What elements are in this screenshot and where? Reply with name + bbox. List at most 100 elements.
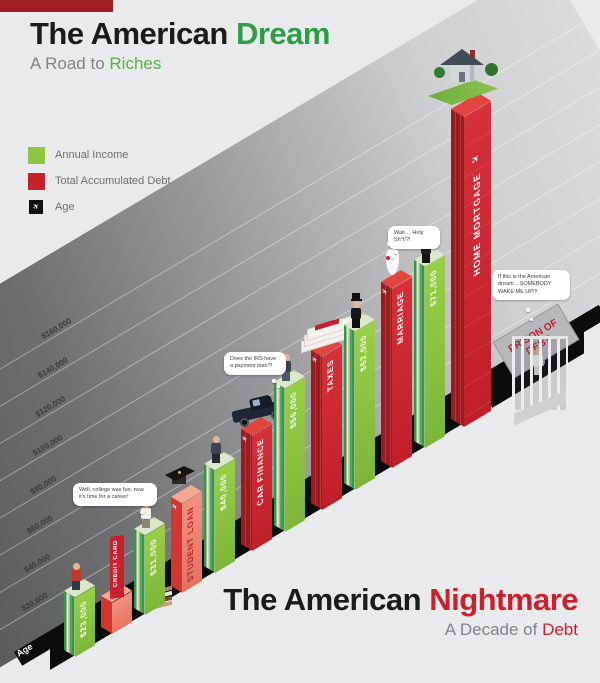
income-value-label: $56,000 [289,388,298,431]
age-marker-icon: ✈ [29,200,43,214]
debt-category-label: TAXES [326,356,335,394]
speech-bubble-wakeup: If this is the American dream... SOMEBOD… [492,270,570,301]
debt-bar-age-18 [101,584,132,634]
age-marker-icon: ✈ [380,288,390,298]
bubble-tail-dot [526,308,530,312]
income-bar-age-20: $31,000 [134,517,165,615]
title-accent: Dream [235,16,331,51]
legend-item-income: Annual Income [28,142,171,168]
y-tick-label: $100,000 [31,432,65,458]
bubble-tail-dot [391,256,394,259]
bubble-tail-dot [144,516,147,519]
legend-item-debt: Total Accumulated Debt [28,168,171,194]
page-title: The American Dream [30,16,330,52]
title-accent: Nightmare [429,582,578,617]
income-value-label: $71,000 [429,266,438,309]
bubble-tail-dot [394,250,398,254]
bar-side-face [101,596,112,634]
person-age-26 [280,354,292,381]
bubble-tail-dot [272,379,276,383]
subtitle-prefix: A Decade of [444,620,543,639]
bar-side-face [274,382,285,532]
person-age-18 [70,563,82,590]
groom-age-28 [350,293,362,328]
income-bar-age-26: $56,000 [274,370,305,532]
bar-front-face: CAR FINANCE [252,423,272,551]
debt-bar-age-24: ✈ CAR FINANCE [241,417,272,551]
y-tick-label: $80,000 [28,474,59,497]
bar-side-face: ✈ [381,282,392,468]
debt-category-label: HOME MORTGAGE [472,169,482,278]
y-tick-label: $140,000 [36,355,70,381]
footer-title: The American Nightmare [223,582,578,618]
y-tick-label: $20,000 [19,590,50,614]
subtitle-prefix: A Road to [30,54,110,73]
bar-front-face: $23,000 [75,585,95,657]
bar-side-face [414,260,425,448]
bar-side-face [204,464,215,573]
income-value-label: $23,000 [79,597,88,640]
income-bar-age-24: $40,000 [204,452,235,573]
bar-side-face [134,529,145,615]
bar-front-face: STUDENT LOAN [182,491,202,593]
graduation-cap-illustration [163,466,197,488]
bar-side-face: ✈ [241,429,252,551]
y-tick-label: $40,000 [22,552,53,575]
debt-bar-age-29: ✈ HOME MORTGAGE [451,93,491,427]
header: The American Dream A Road to Riches [30,16,330,74]
income-bar-age-29: $71,000 [414,248,445,448]
debt-category-label: MARRIAGE [396,288,405,346]
debt-bar-age-20: ✈ STUDENT LOAN [171,485,202,593]
legend: Annual Income Total Accumulated Debt ✈ A… [28,142,171,220]
bar-front-face: $71,000 [425,254,445,448]
debt-category-label: CREDIT CARD [113,539,119,588]
y-tick-label: $120,000 [33,394,68,420]
title-prefix: The American [30,16,236,51]
bar-front-face: MARRIAGE [392,276,412,468]
bar-front-face: $62,000 [355,319,375,490]
title-prefix: The American [223,582,430,617]
bar-front-face: $56,000 [285,376,305,532]
income-value-label: $62,000 [359,331,368,374]
footer: The American Nightmare A Decade of Debt [223,582,578,640]
debt-category-label: STUDENT LOAN [186,503,195,584]
income-bar-age-28: $62,000 [344,313,375,490]
corner-accent-strip [0,0,113,12]
bar-front-face: ✈ HOME MORTGAGE [464,100,491,427]
lawn-platform [428,80,498,105]
age-marker-icon: ✈ [310,356,320,366]
bar-side-face [344,325,355,490]
legend-item-age: ✈ Age [28,194,171,220]
bar-front-face: $40,000 [215,458,235,573]
debt-swatch [28,172,45,190]
income-value-label: $31,000 [149,535,158,578]
debt-category-label: CAR FINANCE [256,435,265,508]
bar-side-face: ✈ [311,350,322,510]
footer-subtitle: A Decade of Debt [223,620,578,640]
bar-side-face: ✈ [171,497,182,593]
legend-label: Total Accumulated Debt [55,175,171,187]
age-marker-icon: ✈ [469,152,483,166]
speech-bubble-marriage: Wait.... Holy Sh*t!?! [388,226,440,249]
income-bar-age-18: $23,000 [64,579,95,657]
bubble-tail-dot [140,510,144,514]
income-swatch [28,146,45,164]
legend-label: Age [55,201,75,213]
person-age-24 [210,436,222,463]
debt-bar-age-28: ✈ MARRIAGE [381,270,412,468]
bubble-tail-dot [277,385,280,388]
legend-label: Annual Income [55,149,129,161]
speech-bubble-irs: Does the IRS have a payment plan?! [224,352,286,375]
subtitle-accent: Riches [109,54,162,73]
bubble-tail-dot [530,318,533,321]
bar-side-face [451,109,464,427]
income-value-label: $40,000 [219,470,228,513]
house-illustration [428,49,504,112]
credit-card-flag: CREDIT CARD [110,535,124,599]
age-marker-icon: ✈ [170,503,180,513]
bar-front-face: $31,000 [145,523,165,615]
speech-bubble-career: Well, college was fun, now it's time for… [73,483,157,506]
y-tick-label: $60,000 [25,513,55,536]
subtitle-accent: Debt [542,620,578,639]
